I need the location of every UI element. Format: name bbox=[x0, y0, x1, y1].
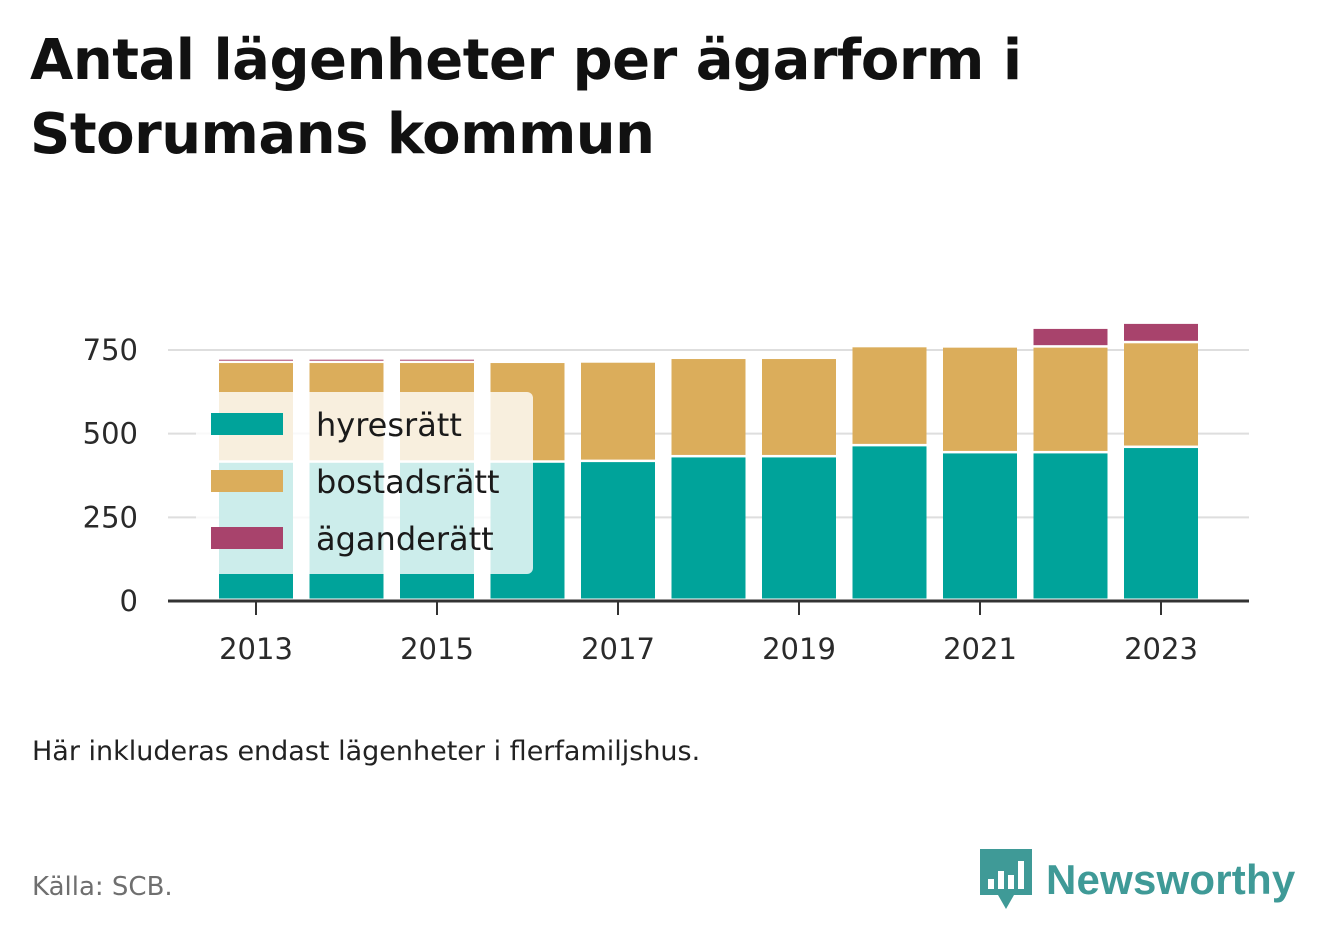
bar-segment bbox=[671, 359, 746, 455]
bar-segment bbox=[762, 359, 836, 455]
bar-segment bbox=[309, 359, 384, 361]
legend-label: hyresrätt bbox=[316, 406, 462, 444]
x-tick-label: 2013 bbox=[219, 632, 293, 666]
legend-swatch bbox=[211, 470, 283, 492]
bar-segment bbox=[943, 347, 1017, 451]
y-tick-label: 0 bbox=[120, 584, 138, 618]
legend: hyresrätt bostadsrätt äganderätt bbox=[196, 392, 533, 574]
x-tick-label: 2021 bbox=[943, 632, 1017, 666]
y-tick-label: 500 bbox=[83, 417, 138, 451]
bar-segment bbox=[943, 453, 1017, 599]
bar-segment bbox=[1124, 448, 1198, 599]
newsworthy-logo-icon bbox=[980, 849, 1032, 909]
y-tick-label: 250 bbox=[83, 500, 138, 534]
legend-label: äganderätt bbox=[316, 520, 494, 558]
x-axis-ticks: 2013 2015 2017 2019 2021 2023 bbox=[219, 601, 1198, 666]
y-tick-label: 750 bbox=[83, 333, 138, 367]
bar-segment bbox=[1124, 343, 1198, 446]
chart-note: Här inkluderas endast lägenheter i flerf… bbox=[32, 736, 701, 767]
bar-segment bbox=[671, 457, 746, 599]
legend-label: bostadsrätt bbox=[316, 463, 500, 501]
x-tick-label: 2017 bbox=[581, 632, 655, 666]
legend-swatch bbox=[211, 413, 283, 435]
x-tick-label: 2015 bbox=[400, 632, 474, 666]
brand-logo: Newsworthy bbox=[980, 848, 1295, 912]
bar-segment bbox=[1124, 323, 1198, 341]
bar-segment bbox=[1033, 347, 1108, 451]
source-text: Källa: SCB. bbox=[32, 872, 173, 902]
x-tick-label: 2023 bbox=[1124, 632, 1198, 666]
brand-name: Newsworthy bbox=[1046, 856, 1296, 903]
x-tick-label: 2019 bbox=[762, 632, 836, 666]
bar-segment bbox=[581, 462, 655, 599]
bar-segment bbox=[852, 347, 927, 444]
legend-swatch bbox=[211, 527, 283, 549]
chart-title: Antal lägenheter per ägarform i Storuman… bbox=[30, 28, 1022, 167]
bar-segment bbox=[581, 362, 655, 460]
bar-segment bbox=[762, 457, 836, 599]
bar-segment bbox=[400, 359, 474, 361]
bar-segment bbox=[1033, 328, 1108, 346]
bar-segment bbox=[852, 446, 927, 599]
y-axis-ticks: 0 250 500 750 bbox=[83, 333, 138, 618]
bar-segment bbox=[219, 359, 293, 361]
bar-segment bbox=[1033, 453, 1108, 599]
